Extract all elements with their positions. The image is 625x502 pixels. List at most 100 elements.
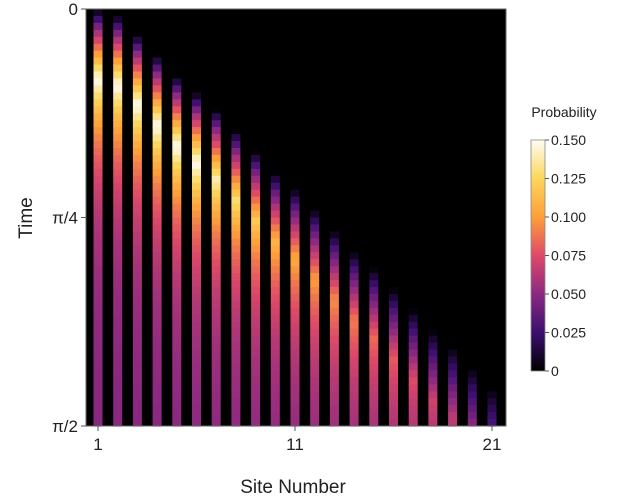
cell xyxy=(408,384,418,392)
cell xyxy=(93,99,103,107)
y-tick-label: π/2 xyxy=(52,417,78,436)
cell xyxy=(192,259,201,267)
cell xyxy=(369,273,379,281)
cell xyxy=(290,377,300,385)
site-column-13 xyxy=(329,231,339,427)
cell xyxy=(310,349,320,358)
cell xyxy=(408,335,418,344)
cell xyxy=(270,356,280,364)
site-column-16 xyxy=(389,287,398,427)
cell xyxy=(152,321,162,330)
cell xyxy=(310,252,320,260)
cell xyxy=(172,85,182,93)
cell xyxy=(211,391,221,399)
cell xyxy=(152,231,162,239)
cell xyxy=(290,252,300,260)
site-column-3 xyxy=(132,36,142,427)
cell xyxy=(192,252,201,260)
cell xyxy=(93,266,103,274)
cell xyxy=(270,349,280,358)
cell xyxy=(192,293,201,302)
cell xyxy=(231,141,241,149)
cell xyxy=(349,363,359,371)
cell xyxy=(349,259,359,267)
cell xyxy=(113,321,123,330)
cell xyxy=(349,370,359,378)
cell xyxy=(132,154,142,163)
cell xyxy=(270,307,280,316)
cell xyxy=(211,370,221,378)
cell xyxy=(172,419,182,427)
cell xyxy=(172,363,182,371)
cell xyxy=(251,412,261,420)
cell xyxy=(113,92,123,100)
cell xyxy=(113,398,123,406)
cell xyxy=(152,342,162,351)
cell xyxy=(192,106,201,114)
cell xyxy=(113,273,123,281)
cell xyxy=(389,419,398,427)
cell xyxy=(408,328,418,337)
cell xyxy=(93,22,103,31)
cell xyxy=(310,231,320,239)
cell xyxy=(113,210,123,219)
colorbar-tick-label: 0.050 xyxy=(551,286,586,302)
cell xyxy=(290,300,300,309)
cell xyxy=(251,252,261,260)
cell xyxy=(172,287,182,295)
cell xyxy=(448,377,458,385)
cell xyxy=(251,266,261,274)
cell xyxy=(211,300,221,309)
cell xyxy=(428,356,438,364)
cell xyxy=(290,245,300,253)
cell xyxy=(310,238,320,246)
cell xyxy=(93,203,103,212)
cell xyxy=(192,120,201,128)
cell xyxy=(251,154,261,163)
cell xyxy=(192,280,201,288)
cell xyxy=(192,127,201,135)
cell xyxy=(93,85,103,93)
site-column-10 xyxy=(270,168,280,427)
cell xyxy=(152,259,162,267)
cell xyxy=(211,238,221,246)
cell xyxy=(113,280,123,288)
cell xyxy=(251,293,261,302)
cell xyxy=(270,300,280,309)
cell xyxy=(310,398,320,406)
cell xyxy=(211,127,221,135)
cell xyxy=(211,154,221,163)
cell xyxy=(93,231,103,239)
cell xyxy=(211,203,221,212)
cell xyxy=(211,168,221,177)
cell xyxy=(152,266,162,274)
x-tick-label: 11 xyxy=(286,435,304,454)
cell xyxy=(152,175,162,184)
cell xyxy=(172,217,182,226)
cell xyxy=(211,280,221,288)
cell xyxy=(113,300,123,309)
cell xyxy=(349,307,359,316)
cell xyxy=(408,356,418,364)
site-column-5 xyxy=(172,78,182,427)
cell xyxy=(349,328,359,337)
cell xyxy=(329,273,339,281)
cell xyxy=(369,370,379,378)
cell xyxy=(113,85,123,93)
cell xyxy=(93,57,103,66)
cell xyxy=(152,335,162,344)
cell xyxy=(369,266,379,274)
cell xyxy=(467,384,477,392)
cell xyxy=(231,154,241,163)
y-axis-title: Time xyxy=(16,197,37,239)
cell xyxy=(172,273,182,281)
cell xyxy=(113,384,123,392)
cell xyxy=(231,210,241,219)
cell xyxy=(192,141,201,149)
cell xyxy=(389,321,398,330)
cell xyxy=(113,245,123,253)
cell xyxy=(93,127,103,135)
cell xyxy=(231,217,241,226)
cell xyxy=(270,280,280,288)
cell xyxy=(172,328,182,337)
